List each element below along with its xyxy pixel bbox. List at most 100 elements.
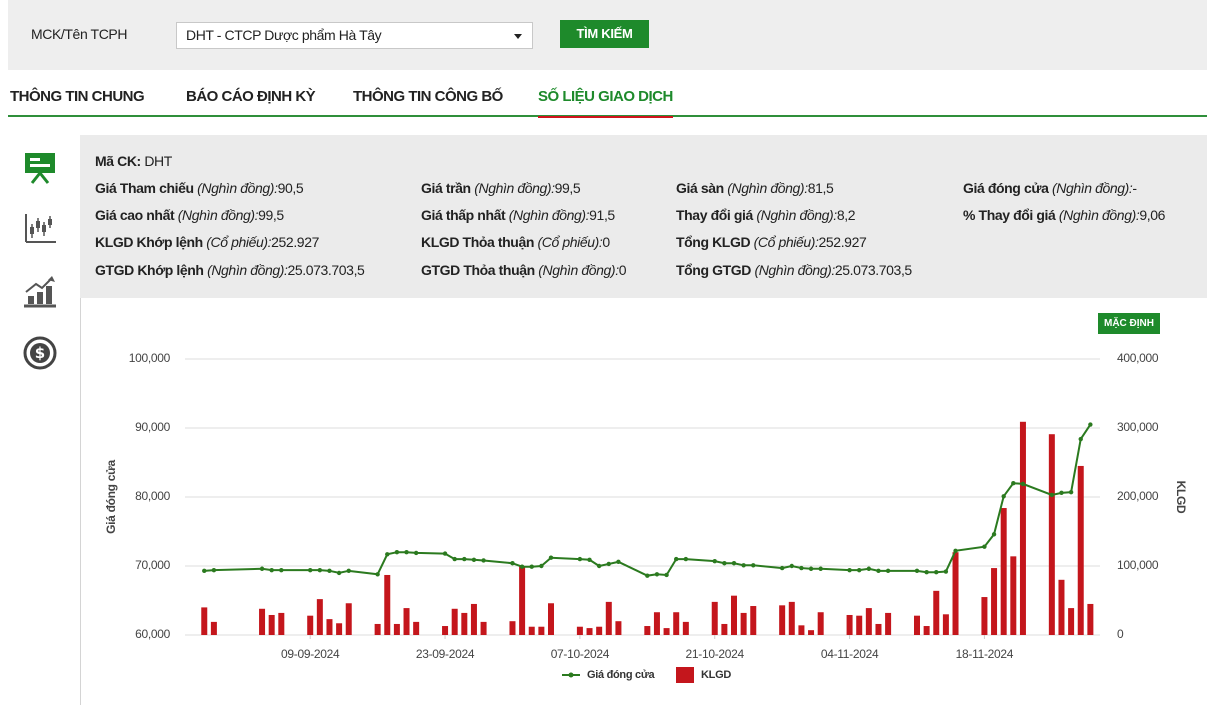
info-value: 0 [618,262,627,278]
price-point [741,563,746,568]
volume-bar [548,603,554,635]
volume-bar [316,599,323,635]
volume-bar [740,612,747,635]
icon-dollar[interactable]: $ [22,335,58,371]
y-tick-label: 80,000 [135,489,171,503]
volume-bar [403,608,410,635]
volume-bar [798,625,805,635]
volume-bar [846,614,853,635]
volume-bar [576,626,583,635]
volume-bar [721,623,728,635]
dropdown-arrow [514,34,522,39]
icon-growth[interactable] [22,274,58,310]
search-button[interactable]: TÌM KIẾM [560,20,649,48]
price-point [779,565,785,571]
price-point [924,570,929,575]
info-unit: (Nghìn đồng): [756,207,837,223]
volume-bar [596,626,603,635]
price-point [202,568,207,574]
tab[interactable]: THÔNG TIN CHUNG [10,88,145,105]
info-item: Giá thấp nhất (Nghìn đồng):91,5 [421,207,615,223]
reset-button[interactable]: MẶC ĐỊNH [1098,313,1160,334]
info-value: 0 [602,234,610,250]
price-point [1078,436,1083,442]
price-point [1001,494,1006,499]
stock-select[interactable]: DHT - CTCP Dược phẩm Hà Tây [176,22,533,49]
selected-stock: DHT - CTCP Dược phẩm Hà Tây [186,27,382,43]
volume-bar [933,590,940,635]
volume-bar [731,595,737,635]
info-value: 252.927 [818,234,867,250]
tab[interactable]: SỐ LIỆU GIAO DỊCH [538,88,673,118]
y2-tick-label: 400,000 [1117,351,1159,365]
info-label: Giá thấp nhất [421,207,506,223]
info-unit: (Nghìn đồng): [1058,207,1140,223]
legend-point [568,672,574,678]
tab[interactable]: THÔNG TIN CÔNG BỐ [353,88,503,105]
info-value: 25.073.703,5 [834,262,912,278]
price-point [1020,481,1026,487]
x-tick-label: 18-11-2024 [956,647,1014,661]
price-point [548,555,554,560]
volume-bar [653,612,660,635]
volume-bar [1019,421,1026,635]
icon-candles[interactable] [22,210,58,246]
y2-tick-label: 200,000 [1117,489,1159,503]
volume-bar [1087,603,1094,635]
info-value: 8,2 [836,207,856,223]
price-point [596,563,602,569]
volume-bar [942,614,949,635]
price-point [818,566,823,571]
price-point [1088,422,1093,427]
volume-bar [384,574,391,635]
price-point [1049,492,1055,498]
info-unit: (Cổ phiếu): [753,234,819,250]
x-tick-label: 23-09-2024 [416,647,475,661]
price-point [211,567,217,573]
price-point [587,557,592,562]
volume-bar [750,606,757,635]
price-point [606,561,611,567]
legend-swatch [676,667,694,683]
info-value: 9,06 [1139,207,1165,223]
price-point [259,566,265,571]
y-tick-label: 90,000 [135,420,171,434]
y-tick-label: 60,000 [135,627,171,641]
volume-bar [1058,579,1065,635]
volume-bar [981,597,988,635]
volume-bar [779,605,786,635]
info-label: Tổng GTGD [676,262,751,278]
volume-bar [644,626,651,635]
volume-bar [856,615,863,635]
price-point [577,556,583,562]
info-item: Giá trần (Nghìn đồng):99,5 [421,180,581,196]
volume-bar [1077,465,1084,635]
info-unit: (Nghìn đồng): [207,262,288,278]
price-point [616,559,621,565]
price-point [471,557,477,562]
info-unit: (Nghìn đồng): [177,207,259,223]
info-item: KLGD Khớp lệnh (Cổ phiếu):252.927 [95,234,319,250]
tab[interactable]: BÁO CÁO ĐỊNH KỲ [186,88,316,105]
info-value: - [1132,180,1137,196]
price-point [847,567,852,573]
price-point [789,563,794,569]
price-point [452,556,457,562]
search-label: MCK/Tên TCPH [31,26,128,42]
y-axis-title: Giá đóng cửa [104,459,118,533]
volume-bar [605,601,612,635]
info-unit: (Cổ phiếu): [206,234,272,250]
price-point [279,567,284,573]
price-point [442,551,448,556]
info-value: 99,5 [258,207,284,223]
info-value: DHT [144,153,172,169]
volume-bar [278,612,285,635]
info-unit: (Nghìn đồng): [197,180,278,196]
icon-overview[interactable] [22,150,58,186]
volume-bar [509,621,516,635]
info-item: GTGD Thỏa thuận (Nghìn đồng):0 [421,262,627,278]
price-point [336,570,342,576]
volume-bar [682,621,689,635]
volume-bar [914,615,920,635]
